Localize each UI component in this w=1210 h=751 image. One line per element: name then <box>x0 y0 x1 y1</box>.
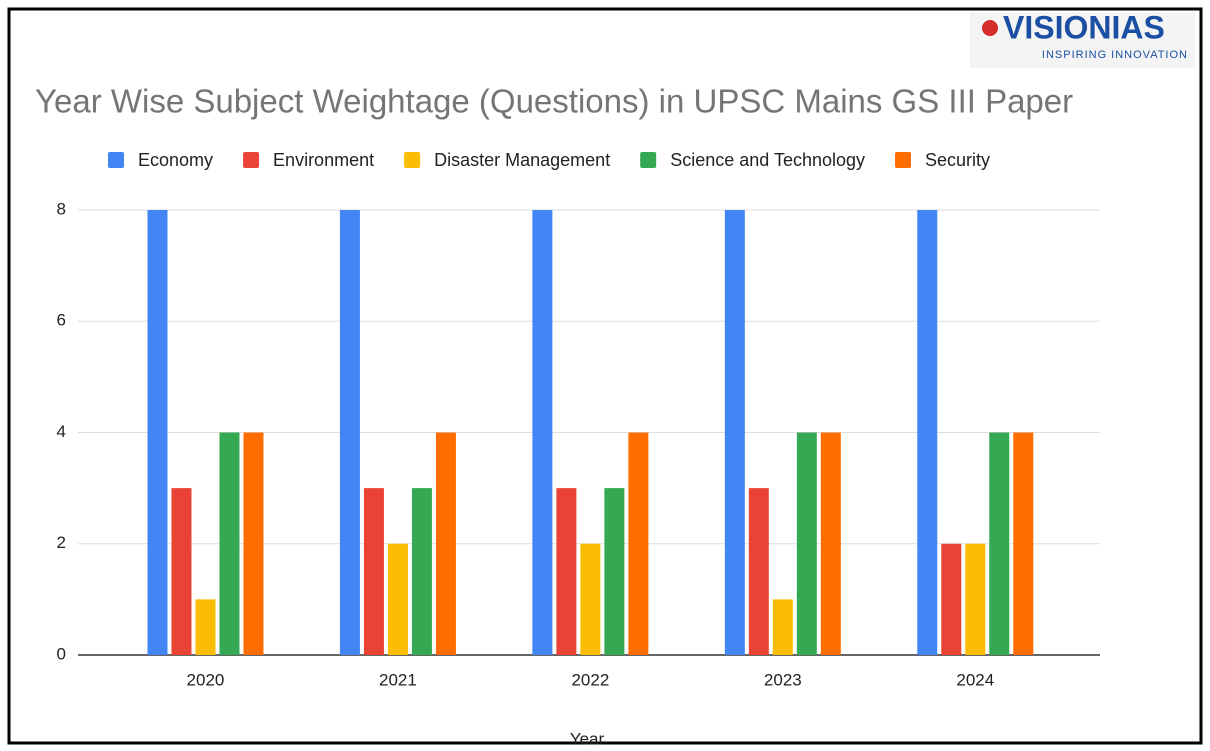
y-tick-label: 0 <box>57 644 66 663</box>
bar <box>965 543 986 655</box>
y-tick-label: 6 <box>57 311 66 330</box>
bar <box>628 432 649 655</box>
chart-title: Year Wise Subject Weightage (Questions) … <box>35 83 1073 120</box>
legend-label: Economy <box>138 150 213 170</box>
x-tick-label: 2024 <box>956 670 994 689</box>
y-tick-label: 2 <box>57 533 66 552</box>
bar <box>363 488 384 655</box>
bar <box>748 488 769 655</box>
bar <box>604 488 625 655</box>
bar <box>411 488 432 655</box>
bar <box>941 543 962 655</box>
legend-label: Disaster Management <box>434 150 610 170</box>
bar <box>580 543 601 655</box>
logo-box <box>970 12 1195 68</box>
bar <box>171 488 192 655</box>
legend-swatch <box>243 152 260 168</box>
bar <box>435 432 456 655</box>
legend-swatch <box>404 152 421 168</box>
bar <box>1013 432 1034 655</box>
logo-tagline: INSPIRING INNOVATION <box>1042 49 1188 61</box>
bar <box>532 210 553 655</box>
legend-label: Science and Technology <box>670 150 865 170</box>
legend-swatch <box>640 152 657 168</box>
x-tick-label: 2020 <box>187 670 225 689</box>
legend-swatch <box>108 152 124 168</box>
y-tick-label: 8 <box>57 199 66 218</box>
bar <box>387 543 408 655</box>
bar <box>917 210 938 655</box>
logo-mark <box>982 20 998 36</box>
bar <box>820 432 841 655</box>
x-tick-label: 2023 <box>764 670 802 689</box>
legend-swatch <box>895 152 912 168</box>
bar <box>772 599 793 655</box>
bar <box>147 210 168 655</box>
legend-label: Security <box>925 150 990 170</box>
bar <box>339 210 360 655</box>
bar <box>195 599 216 655</box>
bar <box>989 432 1010 655</box>
bar <box>796 432 817 655</box>
x-axis-label: Year <box>570 729 605 748</box>
bar <box>724 210 745 655</box>
bar <box>243 432 264 655</box>
legend-label: Environment <box>273 150 374 170</box>
x-tick-label: 2022 <box>571 670 609 689</box>
bar <box>556 488 577 655</box>
x-tick-label: 2021 <box>379 670 417 689</box>
y-tick-label: 4 <box>57 422 66 441</box>
bar <box>219 432 240 655</box>
logo-name: VISIONIAS <box>1003 9 1165 45</box>
